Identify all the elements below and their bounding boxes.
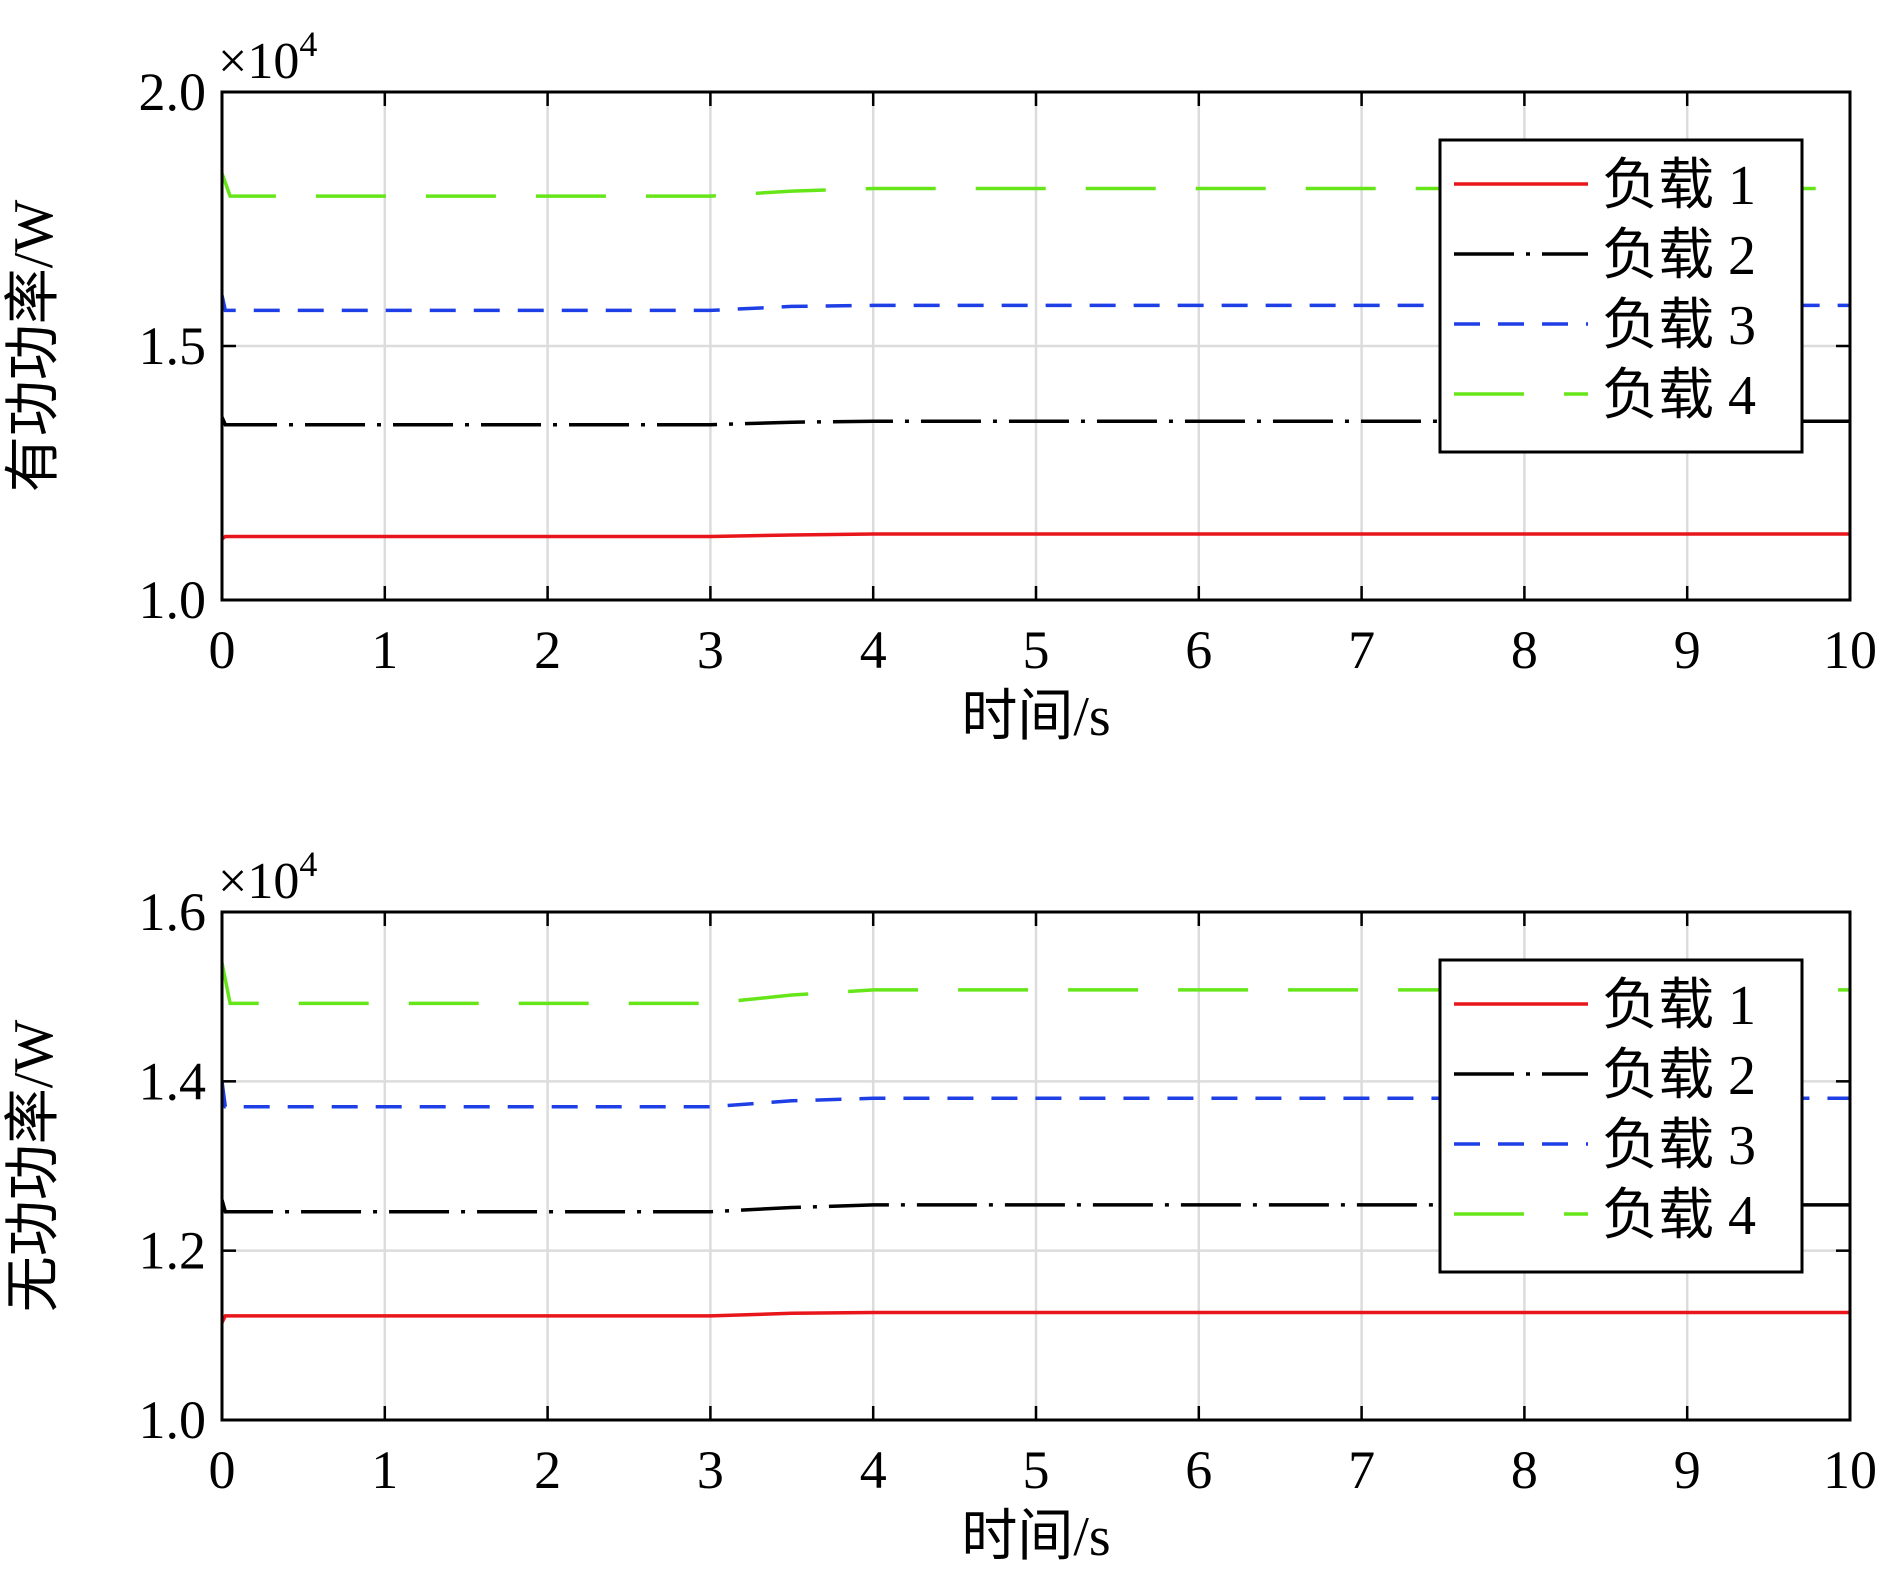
x-tick-label: 9: [1674, 620, 1701, 680]
y-exponent-label: ×104: [218, 24, 317, 90]
x-tick-label: 6: [1185, 1440, 1212, 1500]
x-tick-label: 0: [209, 620, 236, 680]
x-tick-label: 10: [1823, 620, 1877, 680]
exponent-power: 4: [299, 24, 317, 64]
y-tick-label: 1.0: [139, 570, 207, 630]
y-tick-label: 1.5: [139, 316, 207, 376]
legend-box: [1438, 958, 1804, 1274]
x-tick-label: 5: [1023, 1440, 1050, 1500]
x-tick-label: 8: [1511, 1440, 1538, 1500]
y-tick-label: 1.0: [139, 1390, 207, 1450]
x-tick-label: 8: [1511, 620, 1538, 680]
y-tick-label: 1.6: [139, 882, 207, 942]
x-tick-label: 4: [860, 620, 887, 680]
x-tick-label: 7: [1348, 1440, 1375, 1500]
x-tick-label: 2: [534, 1440, 561, 1500]
series-line-4: [222, 172, 1850, 198]
x-tick-label: 6: [1185, 620, 1212, 680]
exponent-base: ×10: [218, 33, 299, 90]
series-line-2: [222, 1199, 1850, 1214]
series-line-3: [222, 294, 1850, 313]
exponent-base: ×10: [218, 853, 299, 910]
legend-label-4: 负载 4: [1602, 1185, 1756, 1247]
x-tick-label: 1: [371, 620, 398, 680]
x-tick-label: 3: [697, 1440, 724, 1500]
x-tick-label: 1: [371, 1440, 398, 1500]
y-tick-label: 1.2: [139, 1221, 207, 1281]
x-tick-label: 9: [1674, 1440, 1701, 1500]
series-line-3: [222, 1081, 1850, 1109]
x-tick-label: 3: [697, 620, 724, 680]
series-line-1: [222, 1310, 1850, 1324]
legend-box: [1438, 138, 1804, 454]
legend-label-3: 负载 3: [1602, 1115, 1756, 1177]
x-tick-label: 0: [209, 1440, 236, 1500]
y-axis-label: 有功功率/W: [3, 200, 65, 493]
x-axis-label: 时间/s: [961, 1506, 1110, 1568]
series-line-4: [222, 962, 1850, 1006]
legend-label-3: 负载 3: [1602, 295, 1756, 357]
y-tick-label: 2.0: [139, 62, 207, 122]
legend-label-2: 负载 2: [1602, 225, 1756, 287]
exponent-power: 4: [299, 844, 317, 884]
y-exponent-label: ×104: [218, 844, 317, 910]
y-tick-label: 1.4: [139, 1051, 207, 1111]
legend-label-4: 负载 4: [1602, 365, 1756, 427]
legend: 负载 1 负载 2 负载 3 负载 4: [1438, 958, 1804, 1274]
legend-label-2: 负载 2: [1602, 1045, 1756, 1107]
legend: 负载 1 负载 2 负载 3 负载 4: [1438, 138, 1804, 454]
series-line-1: [222, 532, 1850, 541]
y-axis-label: 无功功率/W: [3, 1020, 65, 1313]
legend-label-1: 负载 1: [1602, 155, 1756, 217]
x-axis-label: 时间/s: [961, 686, 1110, 748]
chart-panel-2: 0 1 2 3 4 5 6 7 8 9 101.01.21.41.6×104时间/s无功功率/W负载…: [3, 844, 1877, 1568]
series-line-2: [222, 416, 1850, 427]
x-tick-label: 7: [1348, 620, 1375, 680]
x-tick-label: 5: [1023, 620, 1050, 680]
x-tick-label: 2: [534, 620, 561, 680]
x-tick-label: 10: [1823, 1440, 1877, 1500]
legend-label-1: 负载 1: [1602, 975, 1756, 1037]
x-tick-label: 4: [860, 1440, 887, 1500]
